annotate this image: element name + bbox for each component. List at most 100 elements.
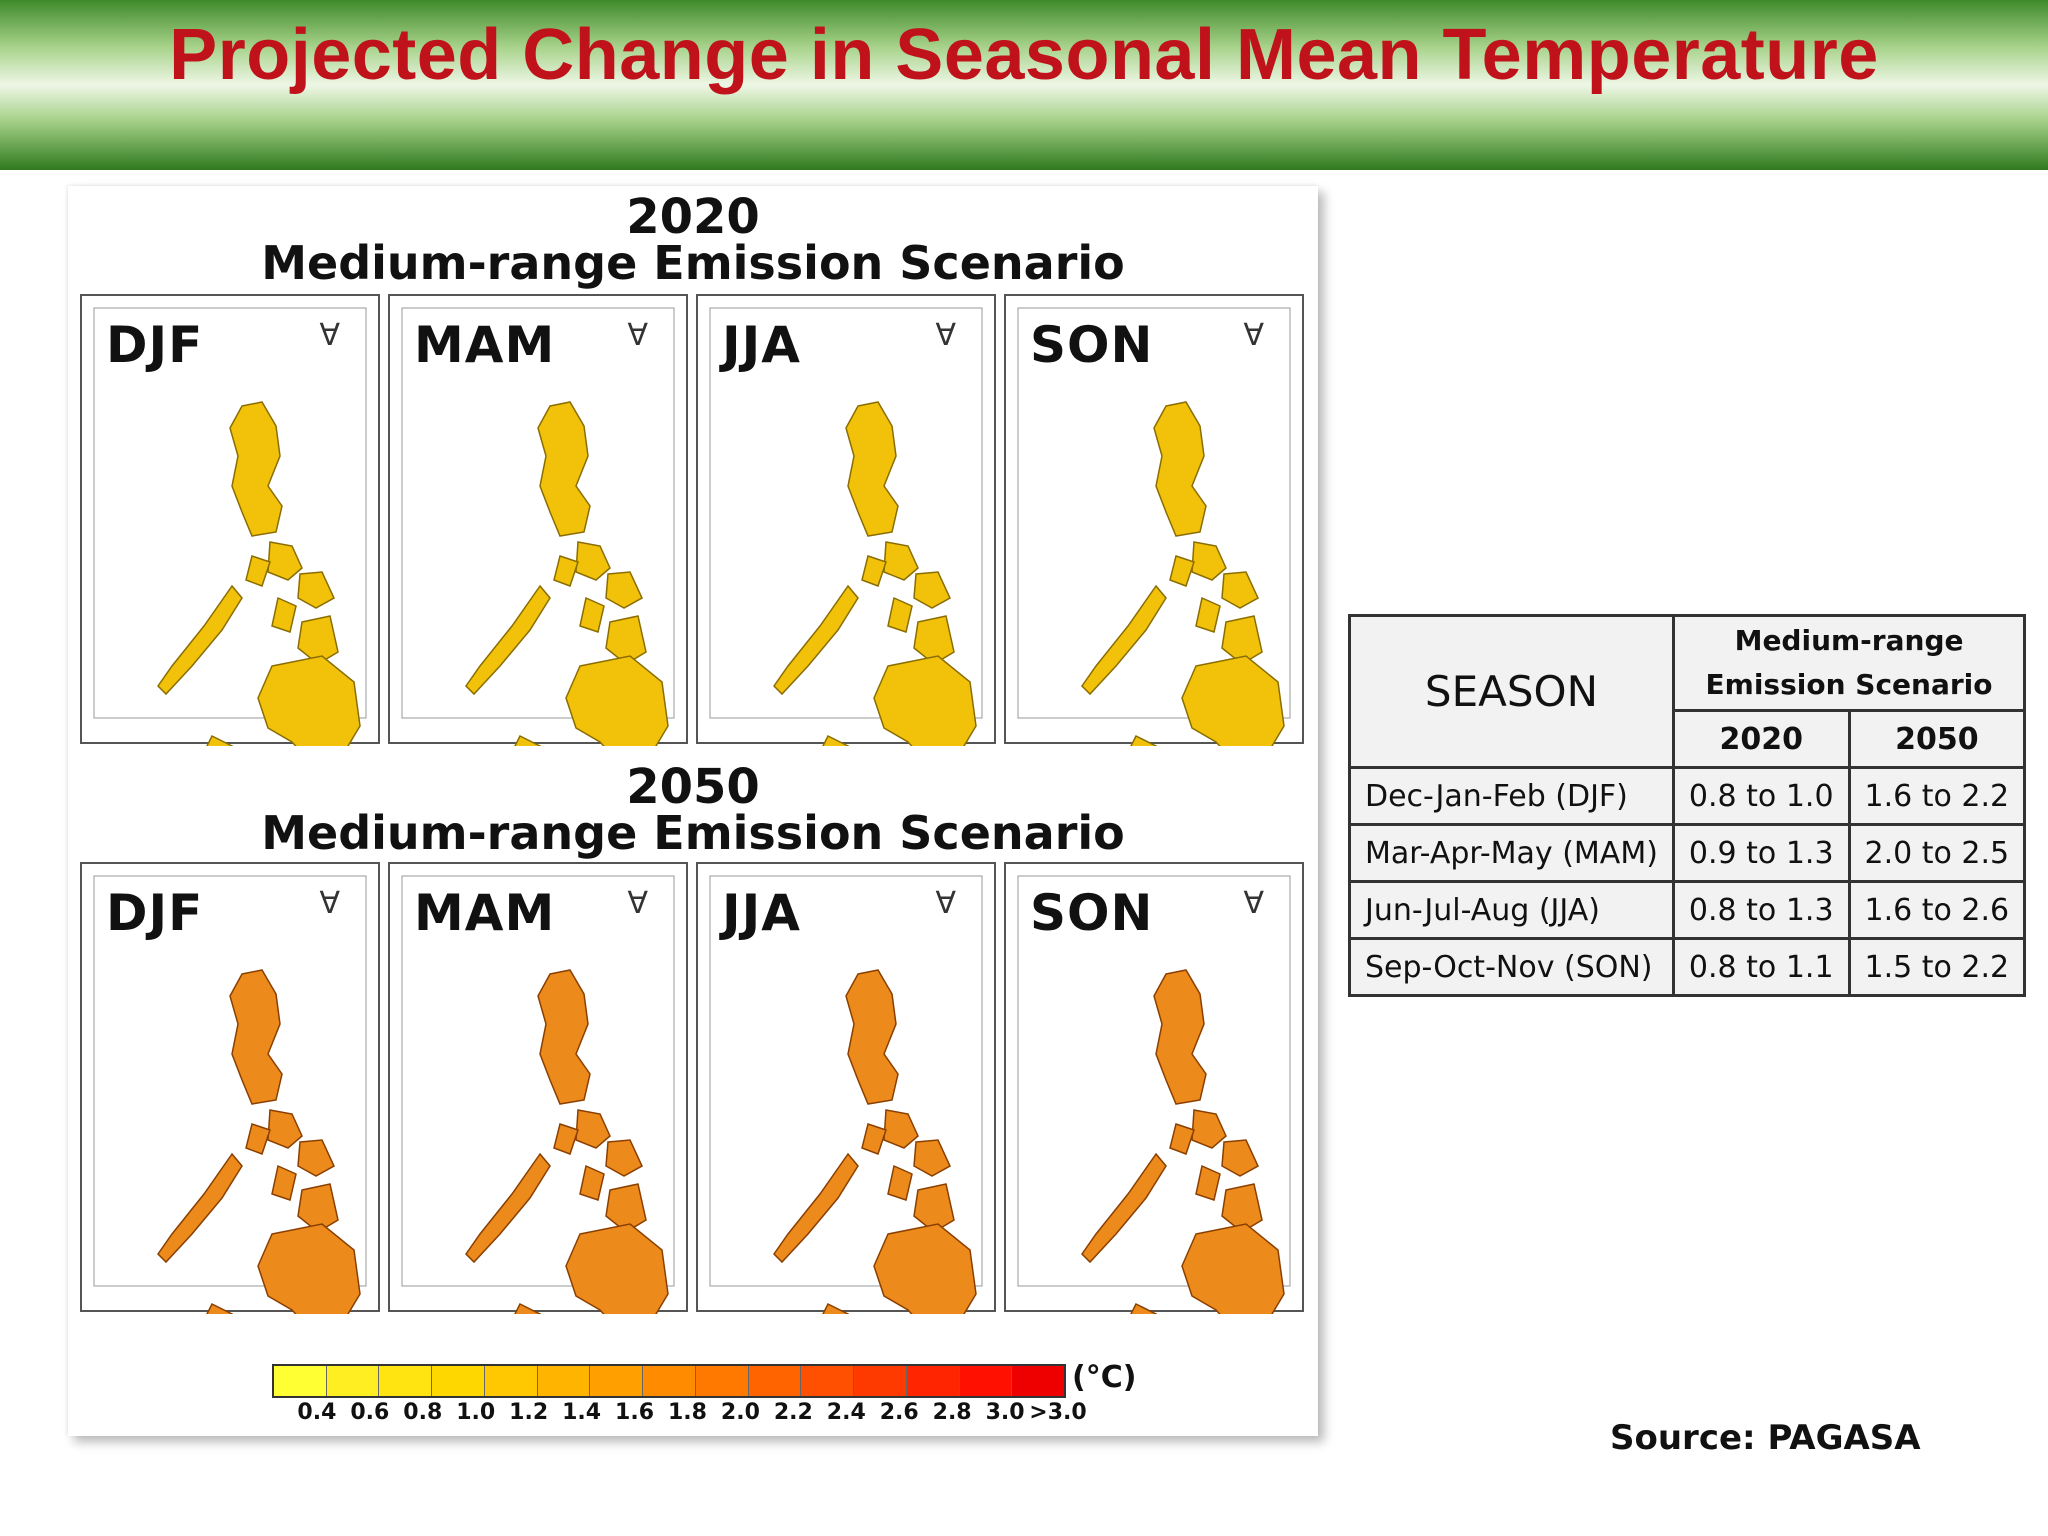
island-shape [465, 1152, 551, 1264]
legend-color-cell [274, 1366, 327, 1396]
row-season: Dec-Jan-Feb (DJF) [1348, 766, 1675, 826]
island-shape [1221, 571, 1259, 609]
island-shape [271, 1164, 297, 1201]
island-shape [861, 555, 887, 587]
legend-color-cell [1012, 1366, 1065, 1396]
island-shape [297, 1139, 335, 1177]
page-title: Projected Change in Seasonal Mean Temper… [169, 15, 1879, 95]
island-shape [887, 1164, 913, 1201]
map-panel-djf: DJF Ɐ [80, 294, 380, 746]
map-frame [1017, 307, 1291, 719]
legend-unit: (°C) [1072, 1360, 1137, 1395]
legend-color-cell [484, 1366, 538, 1396]
island-shape [1130, 734, 1158, 746]
island-shape [553, 1123, 579, 1155]
island-shape [822, 734, 850, 746]
island-shape [257, 655, 361, 746]
map-panel-jja: JJA Ɐ [696, 862, 996, 1314]
table-row: Mar-Apr-May (MAM) 0.9 to 1.3 2.0 to 2.5 [1348, 823, 2027, 883]
island-shape [887, 596, 913, 633]
island-shape [297, 571, 335, 609]
season-label: SON [1030, 884, 1154, 942]
island-shape [1191, 541, 1227, 581]
island-shape [1221, 1183, 1263, 1233]
island-shape [1195, 1164, 1221, 1201]
legend-tick-label: 1.0 [456, 1400, 496, 1425]
legend-color-cell [959, 1366, 1013, 1396]
block-2020-year: 2020 [626, 189, 760, 245]
island-shape [845, 401, 899, 537]
legend-tick-label: 2.4 [826, 1400, 866, 1425]
north-arrow-icon: Ɐ [1243, 318, 1264, 353]
map-panel-jja: JJA Ɐ [696, 294, 996, 746]
map-panel-son: SON Ɐ [1004, 862, 1304, 1314]
header-banner [0, 0, 2048, 170]
scenario-header-line1: Medium-range [1734, 624, 1964, 657]
island-shape [465, 584, 551, 696]
island-shape [245, 1123, 271, 1155]
island-shape [1181, 655, 1285, 746]
island-shape [271, 596, 297, 633]
season-label: DJF [106, 316, 204, 374]
philippines-map [1017, 307, 1291, 746]
map-panel-djf: DJF Ɐ [80, 862, 380, 1314]
legend-tick-label: 0.8 [403, 1400, 443, 1425]
map-frame [401, 875, 675, 1287]
island-shape [575, 541, 611, 581]
island-shape [605, 1139, 643, 1177]
legend-tick-label: 0.4 [297, 1400, 337, 1425]
island-shape [1191, 1109, 1227, 1149]
map-frame [401, 307, 675, 719]
island-shape [297, 1183, 339, 1233]
island-shape [575, 1109, 611, 1149]
island-shape [1169, 1123, 1195, 1155]
legend-color-cell [379, 1366, 433, 1396]
table-row: Jun-Jul-Aug (JJA) 0.8 to 1.3 1.6 to 2.6 [1348, 880, 2027, 940]
island-shape [873, 655, 977, 746]
legend-color-cell [695, 1366, 749, 1396]
island-shape [773, 1152, 859, 1264]
legend-tick-label: 1.6 [615, 1400, 655, 1425]
island-shape [1153, 401, 1207, 537]
island-shape [579, 596, 605, 633]
north-arrow-icon: Ɐ [935, 318, 956, 353]
philippines-map [709, 307, 983, 746]
island-shape [861, 1123, 887, 1155]
map-frame [709, 307, 983, 719]
map-panel-mam: MAM Ɐ [388, 294, 688, 746]
island-shape [565, 1223, 669, 1314]
island-shape [913, 615, 955, 665]
philippines-map [93, 307, 367, 746]
season-column-header: SEASON [1348, 614, 1675, 769]
legend-tick-label: 2.2 [773, 1400, 813, 1425]
legend-tick-label: 0.6 [350, 1400, 390, 1425]
philippines-map [401, 307, 675, 746]
year-header-2020: 2020 [1671, 709, 1851, 769]
island-shape [245, 555, 271, 587]
island-shape [1221, 615, 1263, 665]
row-value-2050: 1.5 to 2.2 [1847, 937, 2027, 997]
map-panel-son: SON Ɐ [1004, 294, 1304, 746]
island-shape [845, 969, 899, 1105]
table-row: Dec-Jan-Feb (DJF) 0.8 to 1.0 1.6 to 2.2 [1348, 766, 2027, 826]
north-arrow-icon: Ɐ [935, 886, 956, 921]
island-shape [605, 615, 647, 665]
legend-color-cell [590, 1366, 644, 1396]
island-shape [883, 1109, 919, 1149]
legend-tick-label: 1.8 [667, 1400, 707, 1425]
island-shape [157, 584, 243, 696]
season-label: JJA [722, 316, 801, 374]
north-arrow-icon: Ɐ [319, 318, 340, 353]
row-value-2020: 0.8 to 1.3 [1671, 880, 1851, 940]
island-shape [873, 1223, 977, 1314]
island-shape [1181, 1223, 1285, 1314]
scenario-header-line2: Emission Scenario [1705, 668, 1993, 701]
seasonal-temperature-table: SEASON Medium-range Emission Scenario 20… [1348, 614, 2027, 997]
island-shape [913, 571, 951, 609]
island-shape [514, 1302, 542, 1314]
season-label: JJA [722, 884, 801, 942]
island-shape [913, 1139, 951, 1177]
philippines-map [93, 875, 367, 1314]
island-shape [1221, 1139, 1259, 1177]
block-2050-year: 2050 [626, 759, 760, 815]
